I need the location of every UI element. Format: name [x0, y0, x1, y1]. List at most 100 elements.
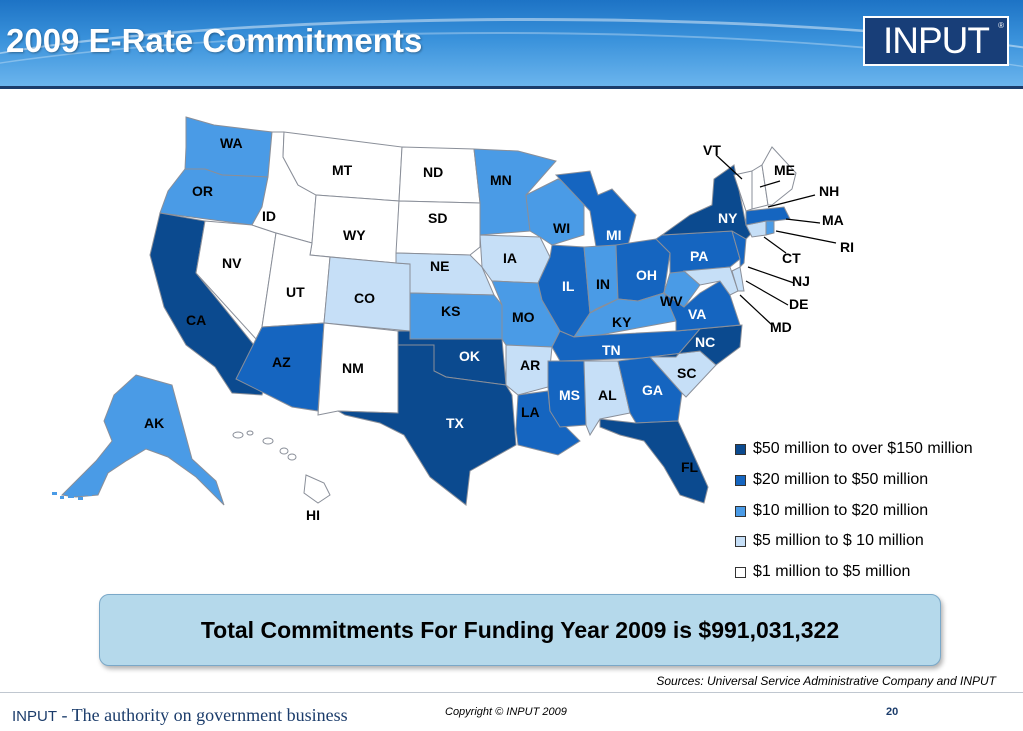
label-ct: CT — [782, 250, 801, 266]
legend-label: $50 million to over $150 million — [753, 440, 973, 457]
label-ar: AR — [520, 357, 540, 373]
header-swoosh — [0, 18, 1023, 88]
label-oh: OH — [636, 267, 657, 283]
state-md — [682, 266, 739, 296]
label-ky: KY — [612, 314, 632, 330]
footer-tagline: - The authority on government business — [57, 705, 348, 725]
registered-mark: ® — [998, 21, 1004, 30]
label-nj: NJ — [792, 273, 810, 289]
header-swoosh — [0, 32, 1023, 88]
state-ma — [745, 206, 791, 226]
label-va: VA — [688, 306, 706, 322]
callout-line-ri — [775, 230, 837, 244]
footer-brand: INPUT - The authority on government busi… — [12, 705, 348, 726]
input-logo: INPUT ® — [863, 16, 1009, 66]
label-ga: GA — [642, 382, 663, 398]
label-ut: UT — [286, 284, 305, 300]
state-ar — [505, 344, 553, 396]
sources-note: Sources: Universal Service Administrativ… — [656, 674, 996, 688]
label-co: CO — [354, 290, 375, 306]
label-ne: NE — [430, 258, 449, 274]
label-fl: FL — [681, 459, 699, 475]
label-il: IL — [562, 278, 575, 294]
legend-label: $5 million to $ 10 million — [753, 532, 924, 549]
legend-label: $1 million to $5 million — [753, 563, 911, 580]
label-wa: WA — [220, 135, 243, 151]
us-map: WA OR CA NV ID MT WY UT CO AZ NM ND SD N… — [0, 95, 1023, 525]
label-ks: KS — [441, 303, 460, 319]
label-tn: TN — [602, 342, 621, 358]
total-commitments-text: Total Commitments For Funding Year 2009 … — [200, 617, 840, 643]
legend-label: $20 million to $50 million — [753, 471, 929, 488]
callout-line-me — [759, 180, 781, 188]
label-id: ID — [262, 208, 276, 224]
label-ny: NY — [718, 210, 738, 226]
callout-line-ct — [763, 236, 787, 254]
label-ms: MS — [559, 387, 580, 403]
legend-swatch — [735, 536, 746, 547]
label-al: AL — [598, 387, 617, 403]
state-sd — [395, 200, 481, 256]
callout-line-nj — [747, 266, 795, 284]
legend-swatch — [735, 506, 746, 517]
label-de: DE — [789, 296, 808, 312]
label-me: ME — [774, 162, 795, 178]
state-ak — [60, 374, 225, 506]
label-or: OR — [192, 183, 213, 199]
footer-brand-name: INPUT — [12, 708, 57, 725]
callout-line-vt — [715, 154, 743, 180]
callout-line-md — [739, 294, 773, 326]
callout-line-nh — [767, 194, 816, 208]
label-nh: NH — [819, 183, 839, 199]
copyright-text: Copyright © INPUT 2009 — [445, 706, 567, 718]
label-nm: NM — [342, 360, 364, 376]
hawaii-islets — [232, 430, 297, 461]
label-ok: OK — [459, 348, 480, 364]
label-nv: NV — [222, 255, 242, 271]
state-me — [761, 146, 797, 206]
label-wi: WI — [553, 220, 570, 236]
label-vt: VT — [703, 142, 721, 158]
callout-lines — [715, 154, 837, 326]
legend-label: $10 million to $20 million — [753, 502, 929, 519]
state-labels: WA OR CA NV ID MT WY UT CO AZ NM ND SD N… — [144, 135, 854, 523]
slide-header: 2009 E-Rate Commitments INPUT ® — [0, 0, 1023, 88]
label-nd: ND — [423, 164, 443, 180]
label-sd: SD — [428, 210, 447, 226]
label-ia: IA — [503, 250, 517, 266]
label-in: IN — [596, 276, 610, 292]
label-sc: SC — [677, 365, 696, 381]
label-ma: MA — [822, 212, 844, 228]
state-ri — [765, 220, 775, 236]
label-ri: RI — [840, 239, 854, 255]
label-tx: TX — [446, 415, 465, 431]
label-hi: HI — [306, 507, 320, 523]
footer-divider — [0, 692, 1023, 693]
header-divider — [0, 86, 1023, 89]
state-ny — [660, 164, 753, 240]
label-mn: MN — [490, 172, 512, 188]
label-wv: WV — [660, 293, 683, 309]
callout-line-de — [745, 280, 789, 306]
legend-swatch — [735, 567, 746, 578]
label-pa: PA — [690, 248, 708, 264]
page-number: 20 — [886, 706, 899, 718]
aleutian-islands — [52, 492, 92, 500]
slide-title: 2009 E-Rate Commitments — [6, 22, 423, 59]
state-fl — [599, 418, 709, 504]
label-mt: MT — [332, 162, 353, 178]
state-hi — [303, 474, 331, 504]
label-mi: MI — [606, 227, 622, 243]
label-wy: WY — [343, 227, 366, 243]
label-la: LA — [521, 404, 540, 420]
label-az: AZ — [272, 354, 291, 370]
callout-line-ma — [785, 218, 821, 224]
us-map-svg: WA OR CA NV ID MT WY UT CO AZ NM ND SD N… — [52, 116, 854, 523]
state-de — [731, 266, 745, 292]
label-ak: AK — [144, 415, 164, 431]
state-tx — [337, 344, 517, 506]
state-nc — [649, 324, 743, 366]
state-mi — [554, 170, 637, 248]
total-commitments-box: Total Commitments For Funding Year 2009 … — [99, 594, 941, 666]
legend-swatch — [735, 444, 746, 455]
